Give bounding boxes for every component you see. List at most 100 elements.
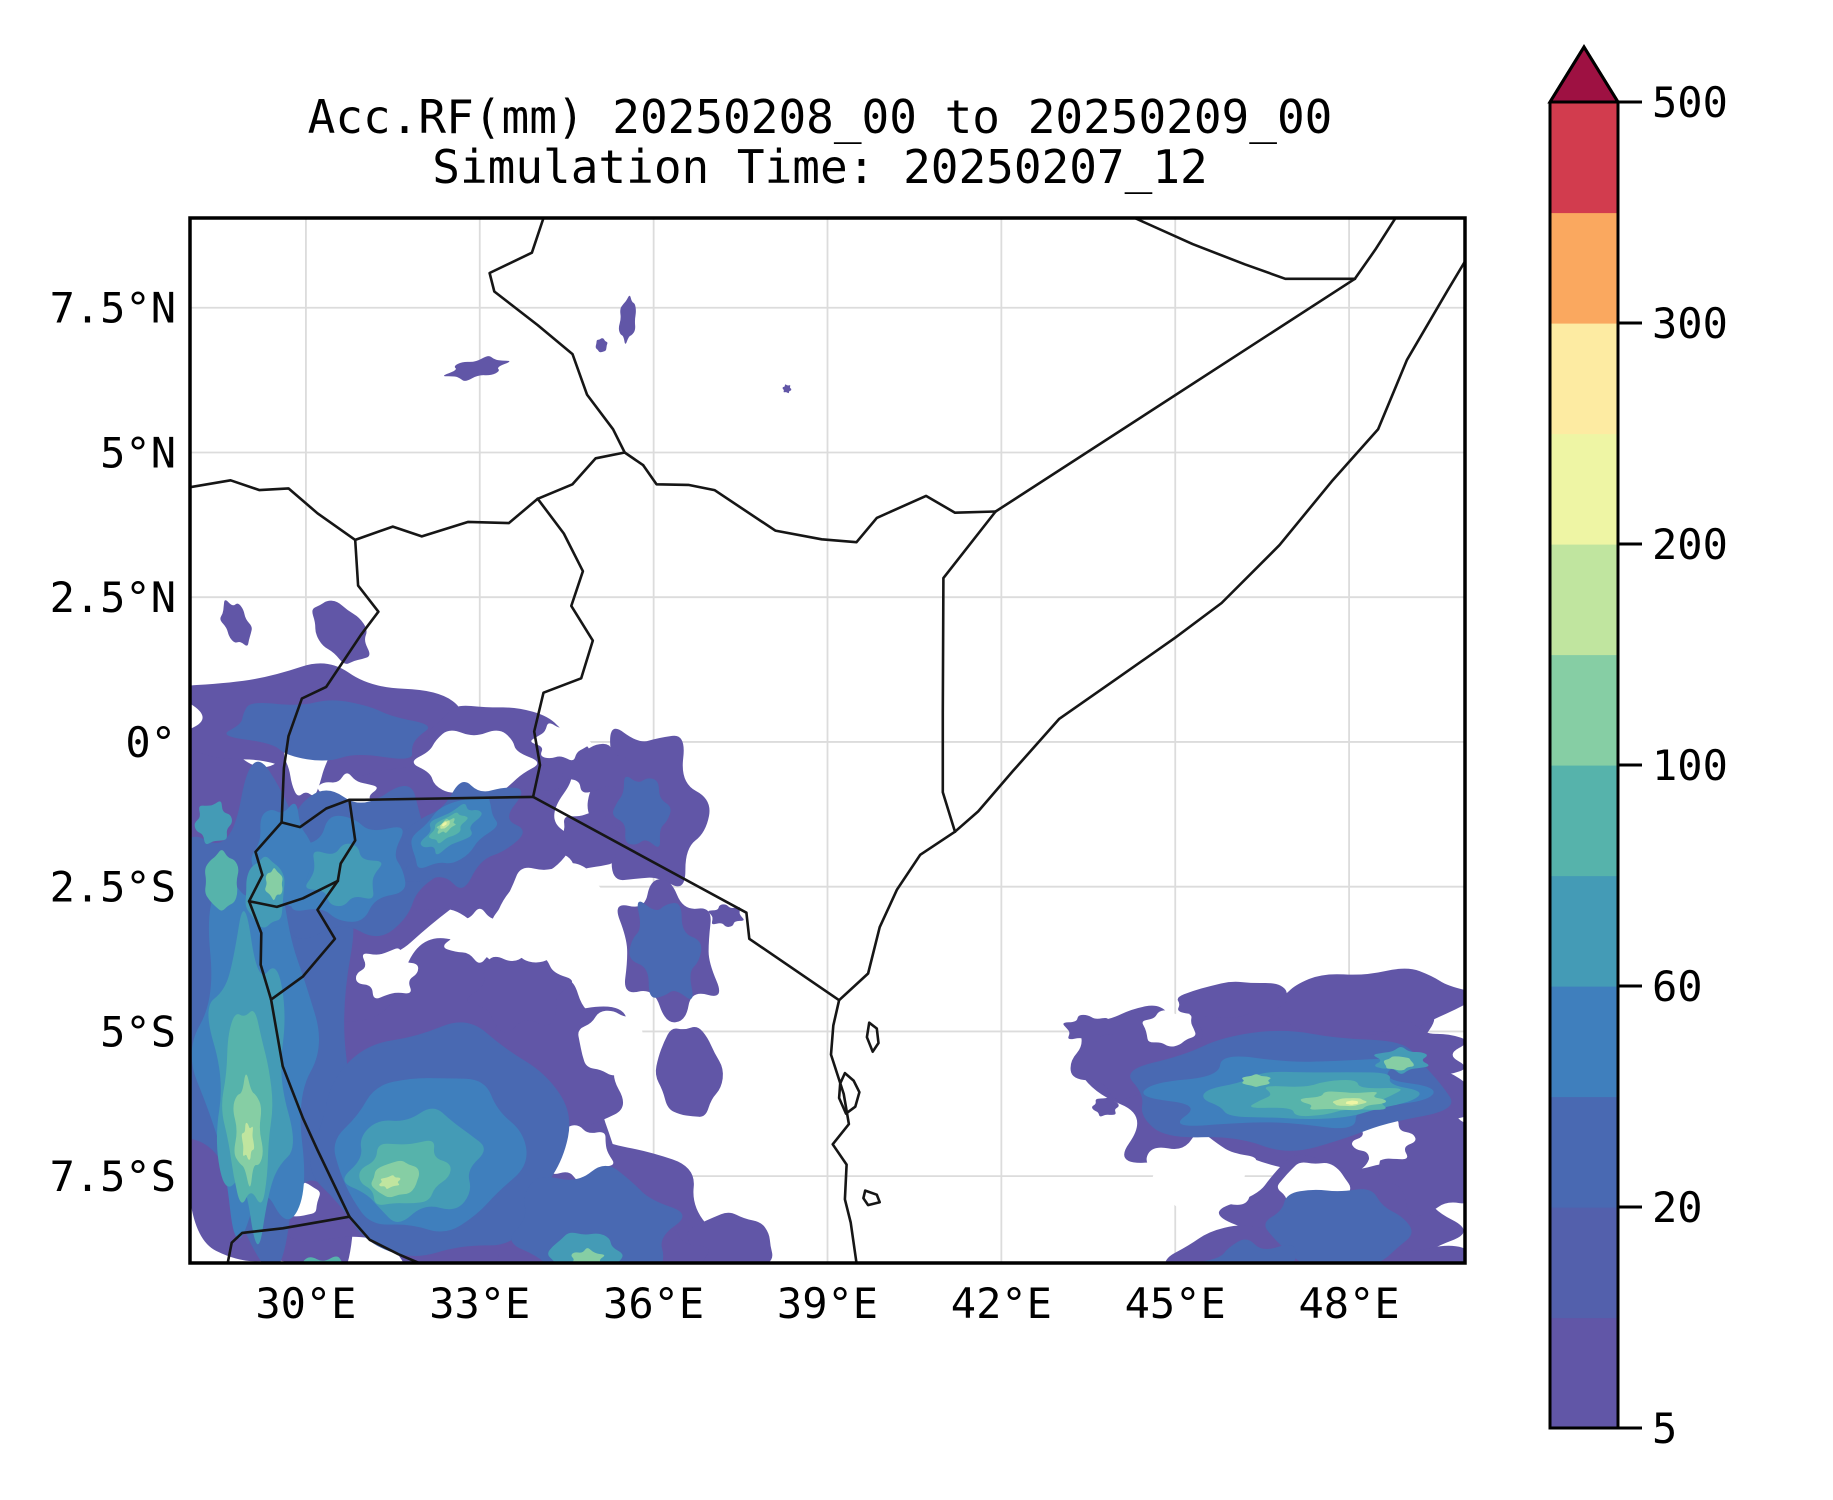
country-border-line [531,795,841,1002]
colorbar: 5 20 60 100 200 300 500 [1547,44,1728,1453]
rain-layer-5-10mm-blob [467,949,573,1033]
colorbar-segment [1550,544,1618,656]
rain-gap-blob [531,723,592,761]
country-border-line [247,879,340,909]
country-border-line [353,497,539,542]
rain-layer-60-80mm-blob [306,843,382,907]
lat-tick-label: 5°N [100,428,176,477]
rain-layer-5-10mm-blob [1263,968,1465,1035]
country-border-line [336,798,357,883]
colorbar-tick-label: 5 [1652,1404,1677,1453]
rain-gap-blob [1351,1119,1416,1164]
lon-tick-label: 48°E [1299,1279,1400,1328]
lat-tick-label: 2.5°N [50,573,176,622]
rain-layer-150-200mm-blob [379,1175,401,1189]
rain-layer-100-150mm-blob [1242,1074,1271,1087]
rain-layer-5-10mm-blob [312,600,370,664]
rain-layer-5-10mm-blob [443,356,510,381]
rain-layer-5-10mm-blob [595,338,608,353]
rain-layer-20-40mm-blob [612,776,671,847]
rain-layer-200-250mm [441,822,1359,1105]
latitude-axis-labels: 7.5°N 5°N 2.5°N 0° 2.5°S 5°S 7.5°S [50,284,176,1201]
rain-gap-blob [444,908,516,963]
rain-layer-150-200mm-blob [241,1122,255,1160]
rain-layer-80-100mm-blob [205,850,239,911]
rain-gap-blob [578,1010,648,1076]
lat-tick-label: 5°S [100,1007,176,1056]
country-border-line [269,879,340,1001]
rain-gap-blob [492,863,616,963]
rain-gap-blob [413,730,538,794]
country-border-line [1353,218,1397,281]
country-border-line [1133,218,1357,281]
rain-layer-200-250mm-blob [441,822,448,827]
rain-layer-20-40mm-blob [629,901,702,999]
colorbar-tick-label: 200 [1652,520,1728,569]
lon-tick-label: 45°E [1125,1279,1226,1328]
rain-layer-5-10mm-blob [655,1026,723,1117]
rain-layer-60-80mm-blob [194,801,232,845]
country-borders-coastlines [190,218,1465,1263]
colorbar-outline [1548,44,1620,1430]
rain-layer-5-10mm-blob [618,295,636,344]
rain-layer-20-40mm-blob [1265,1189,1412,1263]
country-border-line [280,538,380,824]
rain-layer-5-10mm-blob [782,384,792,394]
map-frame [188,216,1467,1265]
rain-layer-20-40mm-blob [226,700,429,761]
country-border-line [247,821,351,1218]
colorbar-segment [1550,986,1618,1098]
lon-tick-label: 39°E [777,1279,878,1328]
colorbar-segment [1550,875,1618,987]
rain-layer-5-10mm-blob [708,904,744,927]
rain-layer-20-40mm-blob [511,1165,683,1263]
rainfall-contour-field [190,295,1465,1263]
rain-layer-5-10mm-blob [220,600,252,646]
lon-tick-label: 42°E [951,1279,1052,1328]
colorbar-segment [1550,1096,1618,1208]
country-border-line [348,1215,421,1263]
colorbar-over-arrow [1547,44,1621,104]
lon-tick-label: 36°E [603,1279,704,1328]
lon-tick-label: 33°E [429,1279,530,1328]
rain-layer-200-250mm-blob [1345,1100,1359,1105]
country-border-line [641,463,997,544]
colorbar-tick-label: 20 [1652,1183,1703,1232]
rain-layer-5-10mm-blob [557,810,624,870]
country-border-line [994,277,1357,513]
colorbar-tick-label: 60 [1652,962,1703,1011]
country-border-line [941,510,997,833]
country-border-line [531,497,595,799]
rain-gap-blob [1142,1010,1196,1047]
rain-layer-5-10mm-blob [561,743,629,793]
rain-layer-5-10mm-blob [1063,1014,1114,1043]
country-border-line [536,451,645,501]
country-border-line [280,798,351,829]
lat-tick-label: 7.5°N [50,284,176,333]
colorbar-tick-label: 100 [1652,741,1728,790]
plot-title-line2: Simulation Time: 20250207_12 [432,140,1207,194]
island-outline [837,1071,861,1115]
lon-tick-label: 30°E [255,1279,356,1328]
colorbar-segment [1550,765,1618,877]
colorbar-segment [1550,433,1618,545]
lat-tick-label: 0° [125,718,176,767]
country-border-line [488,218,626,454]
rain-layer-100-150mm-blob [265,868,283,900]
rain-layer-100-150mm-blob [571,1248,605,1263]
country-border-line [953,260,1465,833]
rain-gap-blob [1139,1133,1257,1220]
colorbar-tick-label: 500 [1652,78,1728,127]
colorbar-segment [1550,654,1618,766]
country-border-line [226,1215,351,1263]
rain-layer-5-10mm-blob [1177,981,1288,1018]
longitude-axis-labels: 30°E 33°E 36°E 39°E 42°E 45°E 48°E [255,1279,1399,1328]
plot-title-line1: Acc.RF(mm) 20250208_00 to 20250209_00 [308,90,1333,144]
rain-layer-20-40mm-blob [1196,1239,1297,1263]
rain-gap-blob [355,948,419,999]
country-border-line [190,479,357,542]
colorbar-segment [1550,102,1618,214]
rain-layer-5-10mm-blob [1092,1097,1119,1117]
